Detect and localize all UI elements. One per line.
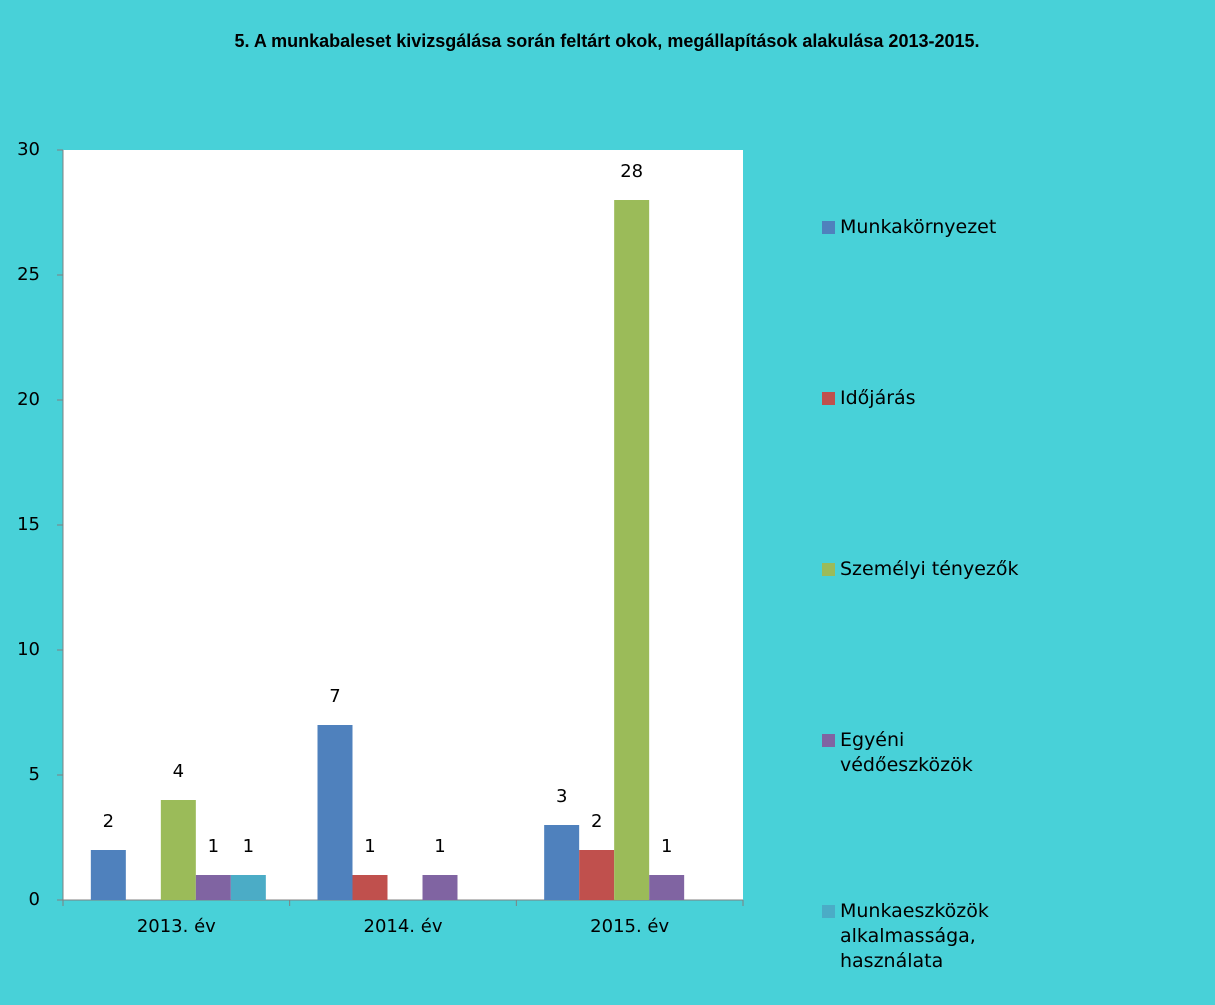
data-label: 3 — [556, 786, 567, 807]
bar — [649, 875, 685, 900]
y-tick-label: 5 — [29, 764, 40, 785]
y-tick-label: 25 — [17, 264, 40, 285]
bar — [317, 725, 353, 900]
legend-swatch — [822, 563, 835, 576]
bar — [422, 875, 458, 900]
legend-label: Időjárás — [840, 387, 916, 409]
data-label: 7 — [329, 686, 340, 707]
legend-label: Munkaeszközök alkalmassága, használata — [840, 900, 989, 972]
y-tick-label: 10 — [17, 639, 40, 660]
data-label: 1 — [661, 836, 672, 857]
data-label: 2 — [591, 811, 602, 832]
legend-swatch — [822, 221, 835, 234]
bar — [614, 200, 650, 900]
bar — [352, 875, 388, 900]
bar — [195, 875, 231, 900]
chart-title: 5. A munkabaleset kivizsgálása során fel… — [234, 31, 979, 51]
data-label: 1 — [208, 836, 219, 857]
data-label: 1 — [434, 836, 445, 857]
data-label: 1 — [364, 836, 375, 857]
data-label: 2 — [103, 811, 114, 832]
y-tick-label: 20 — [17, 389, 40, 410]
legend-swatch — [822, 734, 835, 747]
x-tick-label: 2015. év — [590, 916, 669, 937]
bar — [90, 850, 126, 900]
legend-item: Munkaeszközök alkalmassága, használata — [822, 899, 1040, 974]
bar — [230, 875, 266, 900]
bar — [544, 825, 580, 900]
legend-label: Munkakörnyezet — [840, 216, 997, 238]
y-tick-label: 15 — [17, 514, 40, 535]
legend-swatch — [822, 905, 835, 918]
legend-label: Egyéni védőeszközök — [840, 729, 973, 776]
legend-label: Személyi tényezők — [840, 558, 1019, 580]
legend-swatch — [822, 392, 835, 405]
data-label: 1 — [243, 836, 254, 857]
legend-item: Munkakörnyezet — [822, 215, 1040, 240]
legend-item: Időjárás — [822, 386, 1040, 411]
bar — [579, 850, 615, 900]
data-label: 28 — [620, 161, 643, 182]
y-tick-label: 0 — [29, 889, 40, 910]
x-tick-label: 2013. év — [137, 916, 216, 937]
legend-item: Egyéni védőeszközök — [822, 728, 1040, 778]
legend-item: Személyi tényezők — [822, 557, 1040, 582]
y-tick-label: 30 — [17, 139, 40, 160]
bar — [160, 800, 196, 900]
data-label: 4 — [173, 761, 184, 782]
x-tick-label: 2014. év — [364, 916, 443, 937]
